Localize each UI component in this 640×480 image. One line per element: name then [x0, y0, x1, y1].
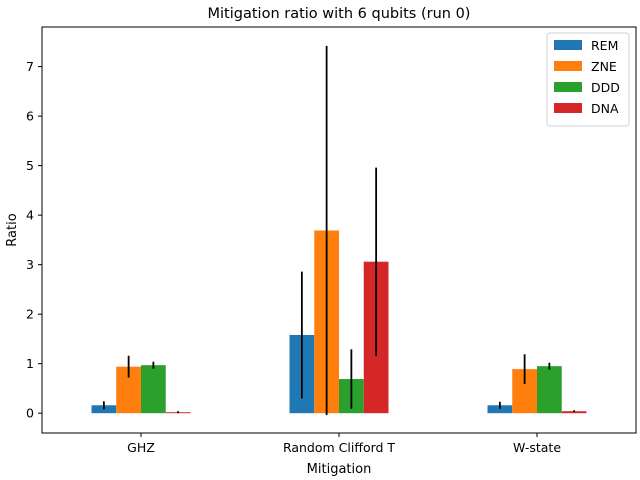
legend-swatch-dna — [554, 103, 582, 113]
y-tick-label: 3 — [26, 257, 34, 272]
legend-swatch-ddd — [554, 82, 582, 92]
plot-area — [91, 45, 587, 416]
x-axis-label: Mitigation — [307, 462, 372, 477]
legend-label-rem: REM — [591, 38, 618, 53]
y-axis-label: Ratio — [5, 213, 20, 246]
y-tick-label: 1 — [26, 356, 34, 371]
legend-swatch-rem — [554, 40, 582, 50]
bar-dna-2 — [561, 411, 587, 414]
y-axis: 0 1 2 3 4 5 6 7 — [26, 59, 42, 421]
bar-rem-2 — [487, 405, 513, 414]
legend-swatch-zne — [554, 61, 582, 71]
legend-label-dna: DNA — [591, 101, 619, 116]
legend-label-ddd: DDD — [591, 80, 620, 95]
legend: REM ZNE DDD DNA — [546, 32, 630, 127]
y-tick-label: 0 — [26, 406, 34, 421]
x-tick-label: W-state — [513, 440, 561, 455]
legend-box — [546, 32, 630, 127]
legend-label-zne: ZNE — [591, 59, 617, 74]
y-tick-label: 4 — [26, 208, 34, 223]
y-tick-label: 5 — [26, 158, 34, 173]
y-tick-label: 6 — [26, 109, 34, 124]
bar-ddd-2 — [537, 366, 562, 414]
y-tick-label: 2 — [26, 307, 34, 322]
bar-ddd-0 — [141, 365, 166, 414]
x-tick-label: GHZ — [127, 440, 155, 455]
y-tick-label: 7 — [26, 59, 34, 74]
x-axis: GHZ Random Clifford T W-state — [127, 433, 561, 455]
x-tick-label: Random Clifford T — [283, 440, 395, 455]
chart-title: Mitigation ratio with 6 qubits (run 0) — [208, 6, 471, 22]
